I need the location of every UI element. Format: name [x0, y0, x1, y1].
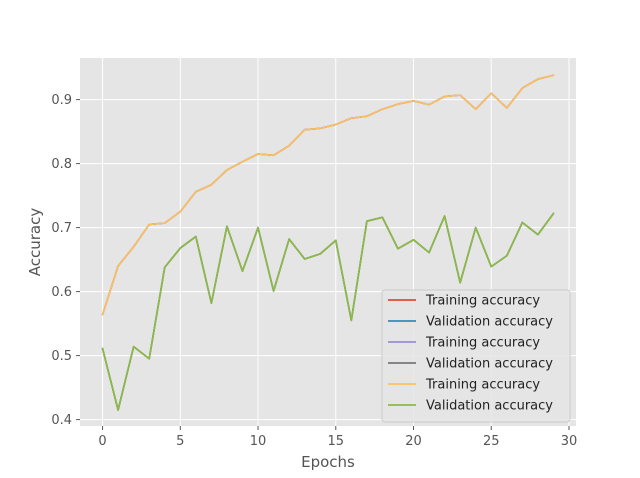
y-tick-label: 0.6: [51, 285, 72, 300]
legend-label: Training accuracy: [425, 294, 540, 309]
x-axis-label: Epochs: [301, 453, 355, 471]
y-axis-ticks: 0.4 0.5 0.6 0.7 0.8 0.9: [51, 93, 80, 428]
legend-label: Validation accuracy: [426, 315, 553, 330]
y-tick-label: 0.4: [51, 413, 72, 428]
series-lines: [101, 74, 555, 411]
x-tick-label: 10: [250, 434, 267, 449]
x-tick-label: 20: [405, 434, 422, 449]
series-line-5: [101, 74, 555, 316]
legend-label: Training accuracy: [425, 336, 540, 351]
x-tick-label: 30: [561, 434, 578, 449]
y-tick-label: 0.7: [51, 221, 72, 236]
legend-label: Validation accuracy: [426, 357, 553, 372]
x-axis-ticks: 0 5 10 15 20 25 30: [98, 426, 577, 449]
x-tick-label: 15: [328, 434, 345, 449]
y-tick-label: 0.8: [51, 157, 72, 172]
legend: Training accuracy Validation accuracy Trai…: [381, 289, 571, 423]
y-axis-label: Accuracy: [26, 208, 44, 277]
x-tick-label: 5: [176, 434, 184, 449]
y-tick-label: 0.5: [51, 349, 72, 364]
series-line-6: [101, 212, 555, 411]
x-tick-label: 0: [98, 434, 106, 449]
x-tick-label: 25: [483, 434, 500, 449]
y-tick-label: 0.9: [51, 93, 72, 108]
legend-label: Training accuracy: [425, 378, 540, 393]
legend-box: [381, 289, 571, 423]
legend-label: Validation accuracy: [426, 399, 553, 414]
